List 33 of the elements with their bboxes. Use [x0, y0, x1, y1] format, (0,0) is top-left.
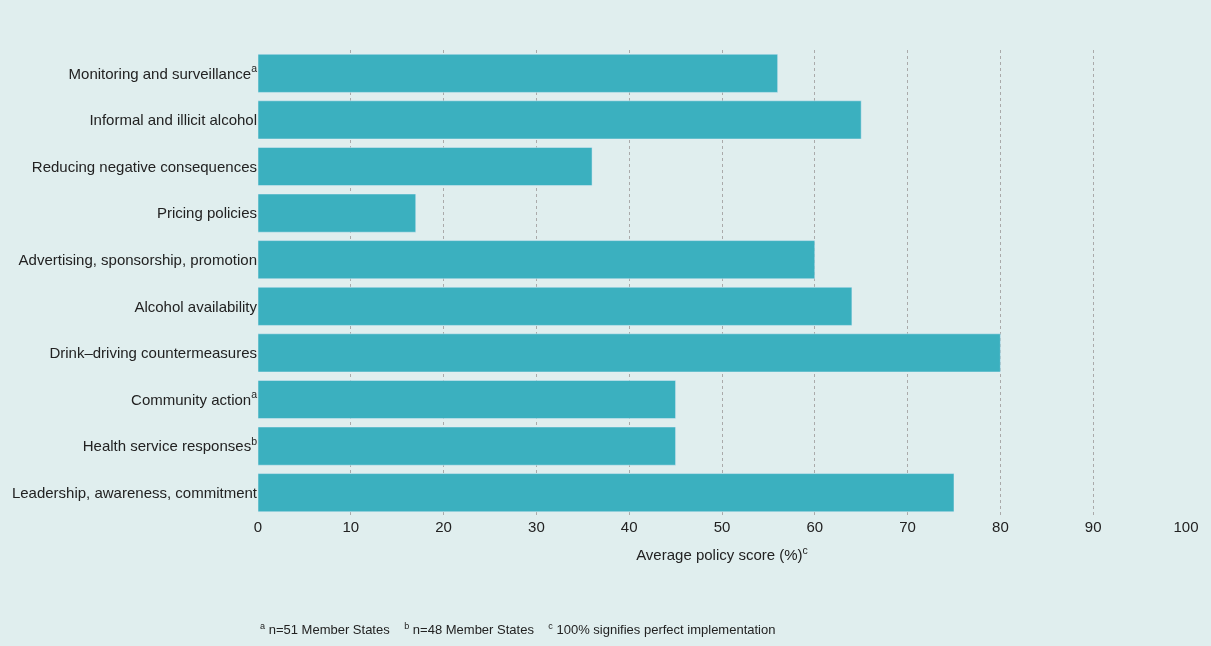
- x-tick-label: 60: [806, 518, 824, 535]
- y-tick-label: Leadership, awareness, commitment: [11, 483, 258, 501]
- bar: [258, 380, 676, 419]
- x-tick-label: 70: [899, 518, 916, 535]
- y-tick-label: Advertising, sponsorship, promotion: [18, 250, 257, 268]
- bar: [258, 193, 417, 233]
- x-tick-label: 80: [992, 518, 1009, 535]
- bar: [258, 147, 593, 186]
- y-tick-label: Reducing negative consequences: [31, 157, 257, 175]
- x-tick-label: 20: [435, 518, 452, 535]
- x-axis-title: Average policy score (%)$^{c}$: [636, 543, 808, 563]
- x-tick-label: 40: [620, 518, 638, 535]
- x-tick-label: 10: [342, 518, 360, 535]
- y-tick-label: Health service responses$^{b}$: [82, 435, 258, 455]
- y-tick-label: Alcohol availability: [134, 297, 258, 315]
- bar: [258, 426, 676, 466]
- bar: [258, 473, 955, 513]
- bar: [258, 53, 778, 93]
- bar: [258, 333, 1001, 373]
- bar: [258, 286, 853, 326]
- x-tick-label: 0: [253, 518, 263, 535]
- x-tick-label: 30: [528, 518, 545, 535]
- x-tick-label: 90: [1084, 518, 1102, 535]
- y-tick-label: Monitoring and surveillance$^{a}$: [68, 62, 258, 82]
- bar: [258, 240, 816, 280]
- y-tick-label: Drink–driving countermeasures: [49, 344, 257, 362]
- text: $^{a}$ n=51 Member States $^{b}$ n=48 Member States $^{c}$ 100% signifies perfect implementation: [260, 621, 776, 638]
- y-tick-label: Pricing policies: [156, 204, 257, 222]
- y-tick-label: Informal and illicit alcohol: [89, 111, 257, 129]
- y-tick-label: Community action$^{a}$: [131, 388, 258, 408]
- x-tick-label: 100: [1173, 518, 1199, 535]
- bar: [258, 100, 862, 140]
- x-tick-label: 50: [713, 518, 731, 535]
